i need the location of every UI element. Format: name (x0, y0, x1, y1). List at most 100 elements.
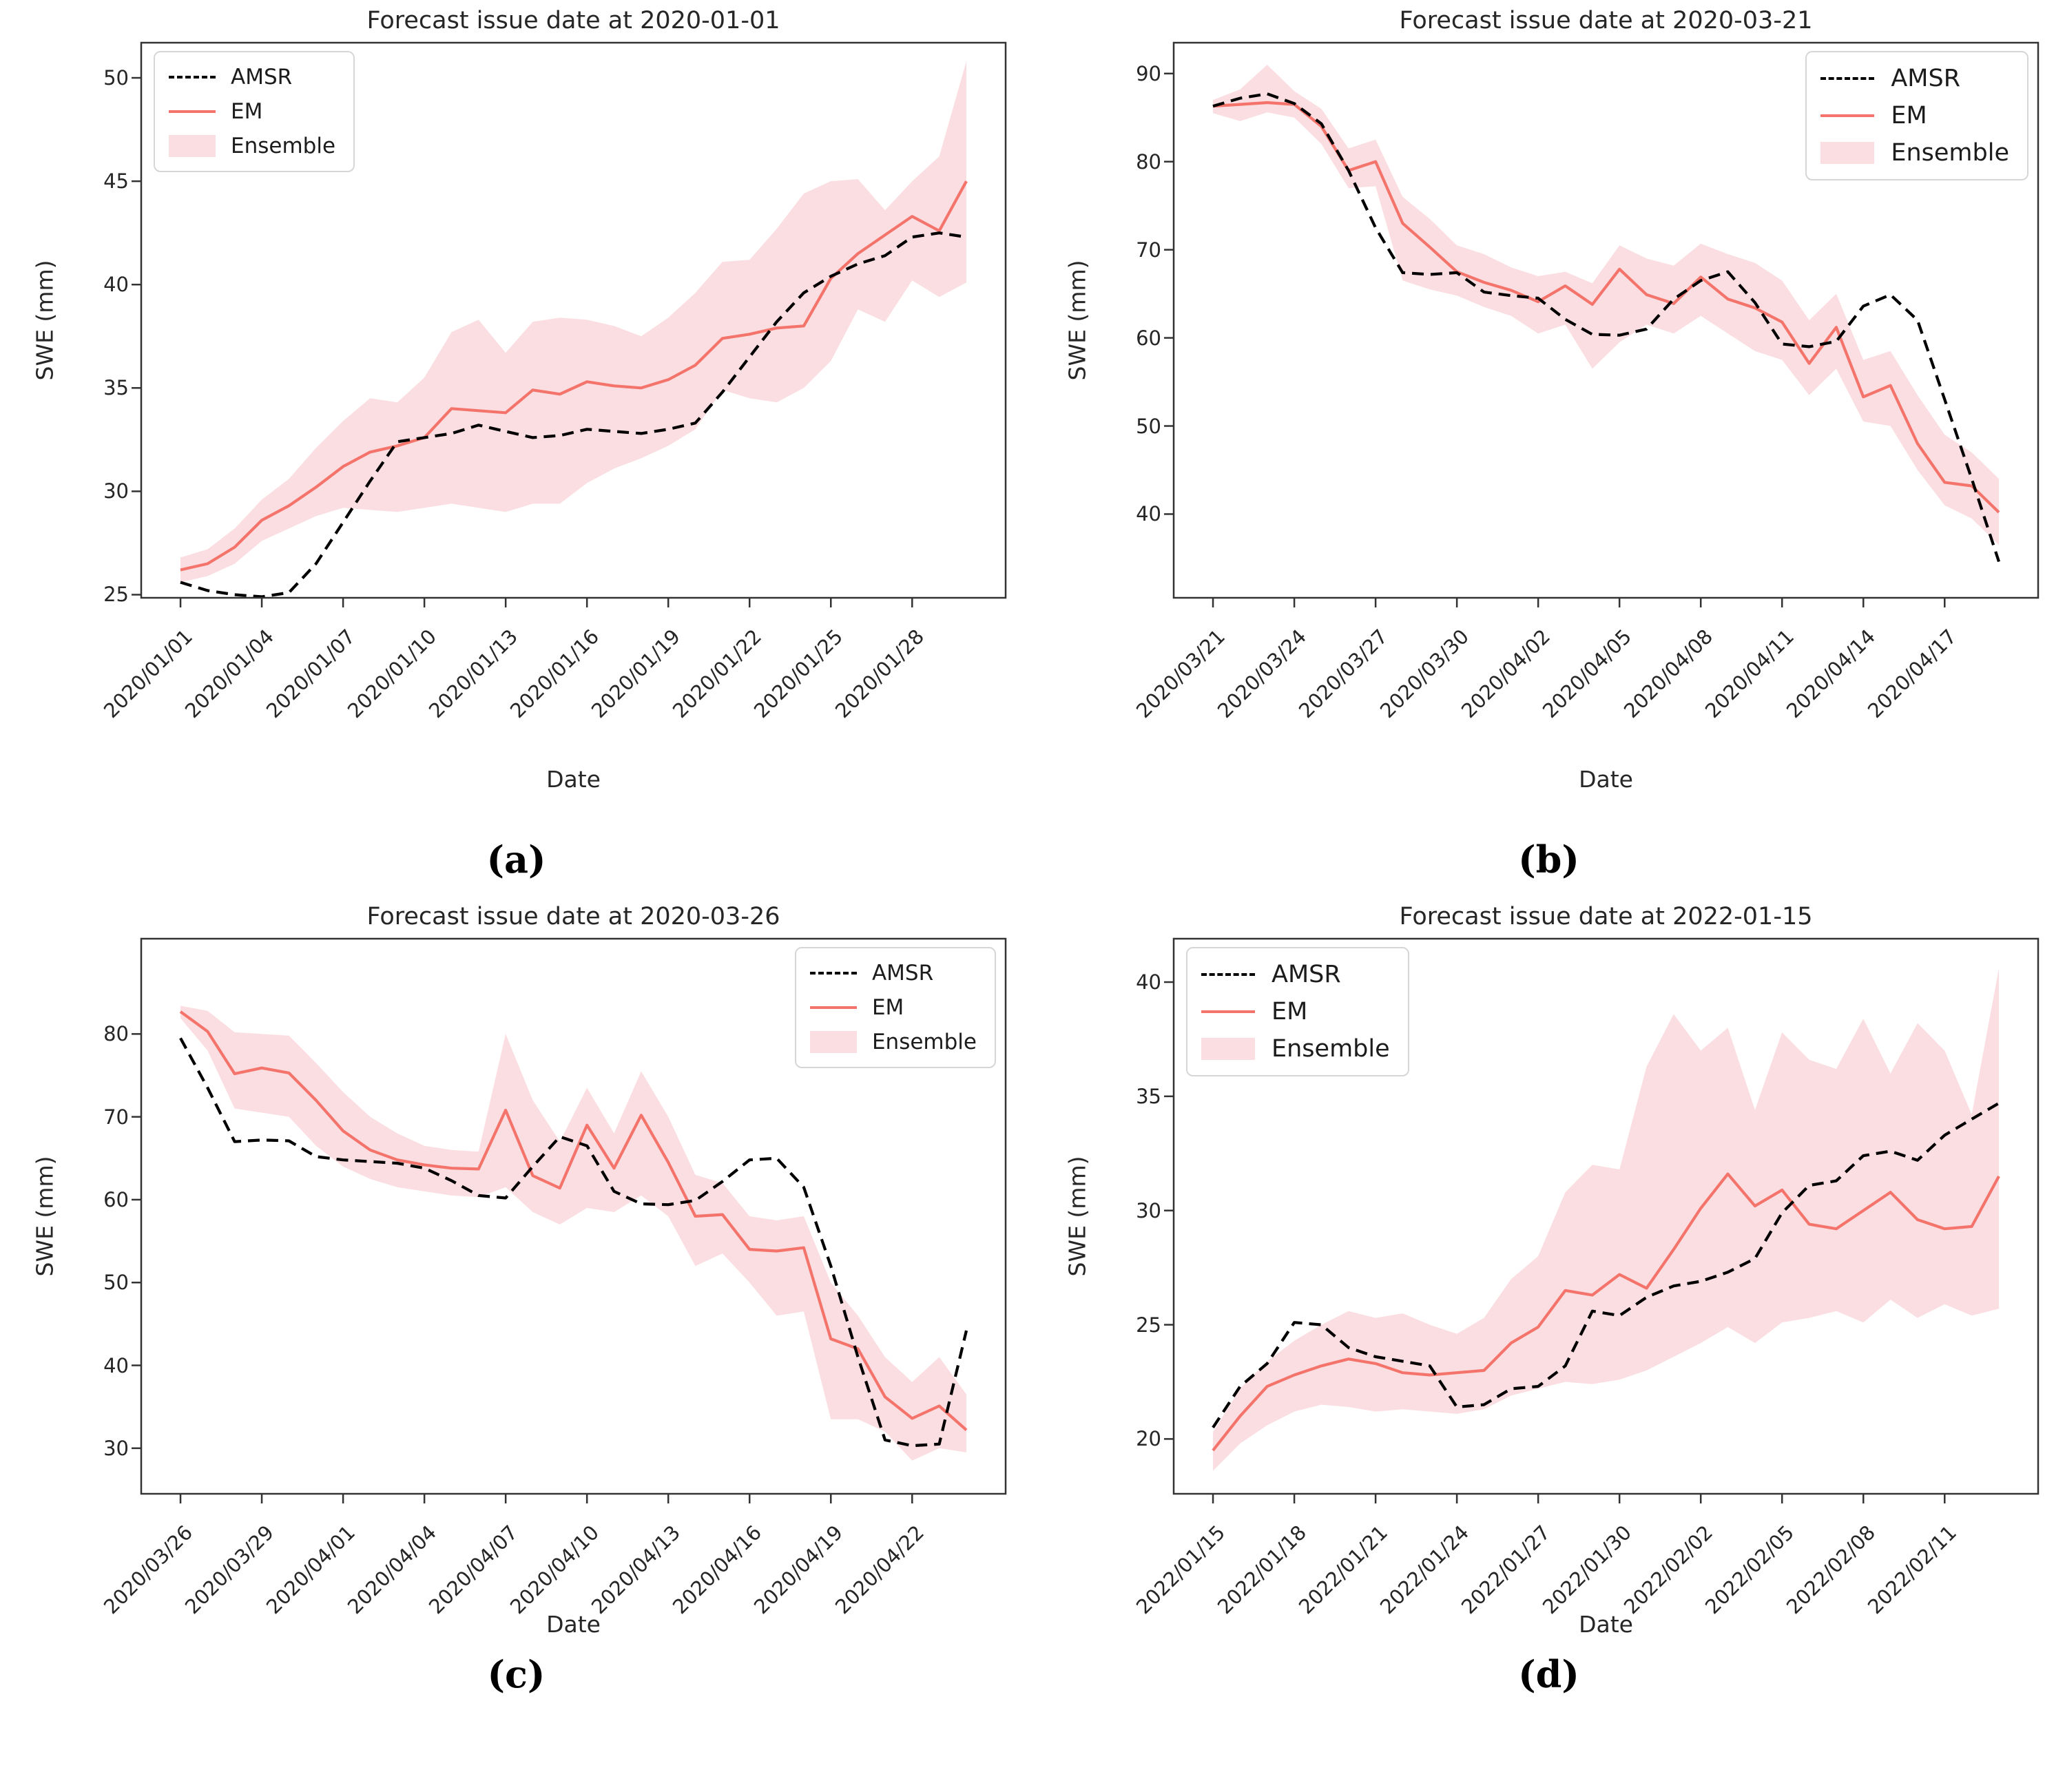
chart-title-c: Forecast issue date at 2020-03-26 (366, 903, 780, 930)
legend-label-amsr: AMSR (1272, 961, 1341, 988)
y-tick-label: 25 (103, 583, 129, 607)
y-tick-label: 40 (103, 1353, 129, 1377)
legend-item-ensemble: Ensemble (169, 134, 335, 158)
legend-label-em: EM (231, 99, 263, 124)
legend-c: AMSR EM Ensemble (794, 947, 996, 1068)
legend-label-ensemble: Ensemble (231, 134, 336, 158)
y-tick-label: 40 (1136, 502, 1161, 526)
caption-c: (c) (487, 1652, 546, 1696)
y-tick-label: 40 (1136, 970, 1161, 994)
legend-label-ensemble: Ensemble (1891, 139, 2009, 167)
axes-frame-d (1172, 937, 2040, 1495)
solid-line-sample (1201, 1010, 1255, 1013)
y-tick-label: 90 (1136, 61, 1161, 85)
y-tick-label: 70 (103, 1105, 129, 1129)
legend-label-amsr: AMSR (231, 65, 293, 90)
legend-d: AMSR EM Ensemble (1186, 947, 1409, 1076)
y-tick-label: 20 (1136, 1427, 1161, 1451)
legend-label-amsr: AMSR (871, 961, 934, 986)
y-tick-label: 40 (103, 273, 129, 297)
legend-item-ensemble: Ensemble (1201, 1035, 1390, 1063)
x-axis-label-c: Date (546, 1611, 601, 1638)
chart-panel-b: Forecast issue date at 2020-03-21 SWE (m… (1032, 0, 2065, 896)
chart-panel-c: Forecast issue date at 2020-03-26 SWE (m… (0, 896, 1032, 1792)
amsr-line-c (179, 1037, 968, 1448)
legend-item-amsr: AMSR (809, 961, 977, 986)
y-tick-label: 30 (103, 1436, 129, 1460)
legend-label-amsr: AMSR (1891, 65, 1961, 92)
y-axis-label-d: SWE (mm) (1063, 1156, 1091, 1277)
y-tick-label: 30 (103, 479, 129, 503)
y-tick-label: 60 (1136, 326, 1161, 350)
amsr-line-d (1212, 1101, 2000, 1428)
chart-panel-a: Forecast issue date at 2020-01-01 SWE (m… (0, 0, 1032, 896)
y-tick-label: 50 (103, 1271, 129, 1295)
caption-d: (d) (1518, 1652, 1579, 1696)
y-tick-label: 50 (1136, 414, 1161, 438)
y-tick-label: 35 (1136, 1084, 1161, 1108)
y-tick-label: 70 (1136, 238, 1161, 262)
y-tick-label: 25 (1136, 1313, 1161, 1337)
y-tick-label: 50 (103, 66, 129, 90)
legend-label-em: EM (1891, 102, 1927, 129)
y-tick-label: 80 (103, 1022, 129, 1046)
legend-label-em: EM (1272, 998, 1308, 1025)
legend-item-ensemble: Ensemble (809, 1030, 977, 1054)
caption-a: (a) (486, 837, 546, 882)
plot-area-c (132, 937, 1007, 1503)
legend-label-ensemble: Ensemble (1272, 1035, 1390, 1063)
solid-line-sample (809, 1006, 857, 1009)
y-axis-label-c: SWE (mm) (31, 1156, 59, 1277)
legend-item-em: EM (809, 995, 977, 1020)
dashed-line-sample (809, 972, 857, 975)
em-line-d (1212, 1172, 2000, 1452)
x-axis-label-d: Date (1579, 1611, 1633, 1638)
dashed-line-sample (169, 76, 216, 79)
caption-b: (b) (1518, 837, 1579, 882)
y-tick-label: 30 (1136, 1198, 1161, 1222)
y-tick-label: 45 (103, 169, 129, 194)
legend-label-ensemble: Ensemble (871, 1030, 977, 1054)
chart-panel-d: Forecast issue date at 2022-01-15 SWE (m… (1032, 896, 2065, 1792)
dashed-line-sample (1820, 77, 1875, 80)
band-sample (1820, 142, 1875, 164)
legend-item-em: EM (169, 99, 335, 124)
x-axis-label-a: Date (546, 766, 601, 793)
chart-title-b: Forecast issue date at 2020-03-21 (1399, 7, 1813, 34)
y-tick-label: 60 (103, 1187, 129, 1211)
plot-area-b (1164, 41, 2040, 607)
y-tick-label: 80 (1136, 149, 1161, 174)
legend-label-em: EM (871, 995, 904, 1020)
band-sample (1201, 1038, 1255, 1060)
ensemble-band-a (180, 61, 966, 583)
legend-item-amsr: AMSR (1820, 65, 2009, 92)
solid-line-sample (169, 110, 216, 113)
amsr-line-b (1212, 92, 2000, 563)
em-line-c (179, 1010, 968, 1431)
ensemble-band-b (1213, 65, 1999, 545)
ensemble-band-d (1213, 968, 1999, 1471)
plot-area-d (1164, 937, 2040, 1503)
chart-title-a: Forecast issue date at 2020-01-01 (366, 7, 780, 34)
legend-item-em: EM (1201, 998, 1390, 1025)
plot-area-a (132, 41, 1007, 607)
y-tick-label: 35 (103, 376, 129, 400)
dashed-line-sample (1201, 973, 1255, 976)
chart-title-d: Forecast issue date at 2022-01-15 (1399, 903, 1813, 930)
legend-b: AMSR EM Ensemble (1805, 51, 2028, 180)
legend-item-em: EM (1820, 102, 2009, 129)
em-line-b (1212, 101, 2000, 514)
ensemble-band-c (180, 1006, 966, 1461)
y-axis-label-a: SWE (mm) (31, 260, 59, 381)
legend-item-ensemble: Ensemble (1820, 139, 2009, 167)
legend-item-amsr: AMSR (169, 65, 335, 90)
axes-frame-c (140, 937, 1007, 1495)
axes-frame-a (140, 41, 1007, 599)
amsr-line-a (180, 231, 967, 598)
axes-frame-b (1172, 41, 2040, 599)
band-sample (809, 1031, 857, 1053)
band-sample (169, 135, 216, 157)
legend-a: AMSR EM Ensemble (154, 51, 355, 172)
x-axis-label-b: Date (1579, 766, 1633, 793)
